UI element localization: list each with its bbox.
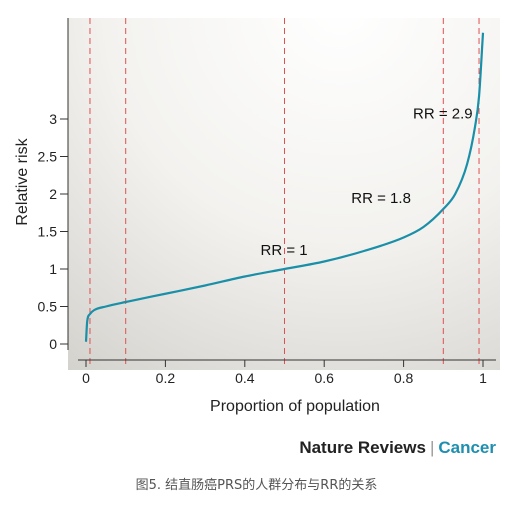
x-tick-label: 0 — [82, 370, 90, 386]
y-tick-label: 1.5 — [38, 224, 58, 240]
brand-name: Nature Reviews — [299, 438, 426, 457]
rr-annotation: RR = 1.8 — [351, 190, 411, 207]
x-tick-label: 0.4 — [235, 370, 255, 386]
brand-section: Cancer — [438, 438, 496, 457]
x-tick-label: 0.2 — [156, 370, 176, 386]
y-tick-label: 3 — [49, 111, 57, 127]
y-tick-label: 0.5 — [38, 299, 58, 315]
figure-caption: 图5. 结直肠癌PRS的人群分布与RR的关系 — [135, 478, 378, 493]
series-line — [84, 32, 485, 342]
y-tick-label: 0 — [49, 336, 57, 352]
rr-annotation: RR = 1 — [261, 242, 308, 259]
x-tick-label: 0.6 — [314, 370, 334, 386]
y-tick-label: 2.5 — [38, 149, 58, 165]
y-tick-label: 1 — [49, 261, 57, 277]
chart: 0 0.5 1 1.5 2 2.5 3 0 0.2 0.4 0.6 0.8 1 RR = 1 RR = 1… — [14, 18, 500, 415]
journal-brand: Nature Reviews | Cancer — [0, 438, 496, 458]
y-axis-label: Relative risk — [14, 137, 31, 225]
x-tick-label: 0.8 — [394, 370, 414, 386]
x-axis-label: Proportion of population — [210, 398, 380, 415]
rr-annotation: RR = 2.9 — [413, 106, 473, 123]
y-tick-label: 2 — [49, 186, 57, 202]
brand-separator: | — [429, 438, 435, 457]
x-tick-label: 1 — [479, 370, 487, 386]
